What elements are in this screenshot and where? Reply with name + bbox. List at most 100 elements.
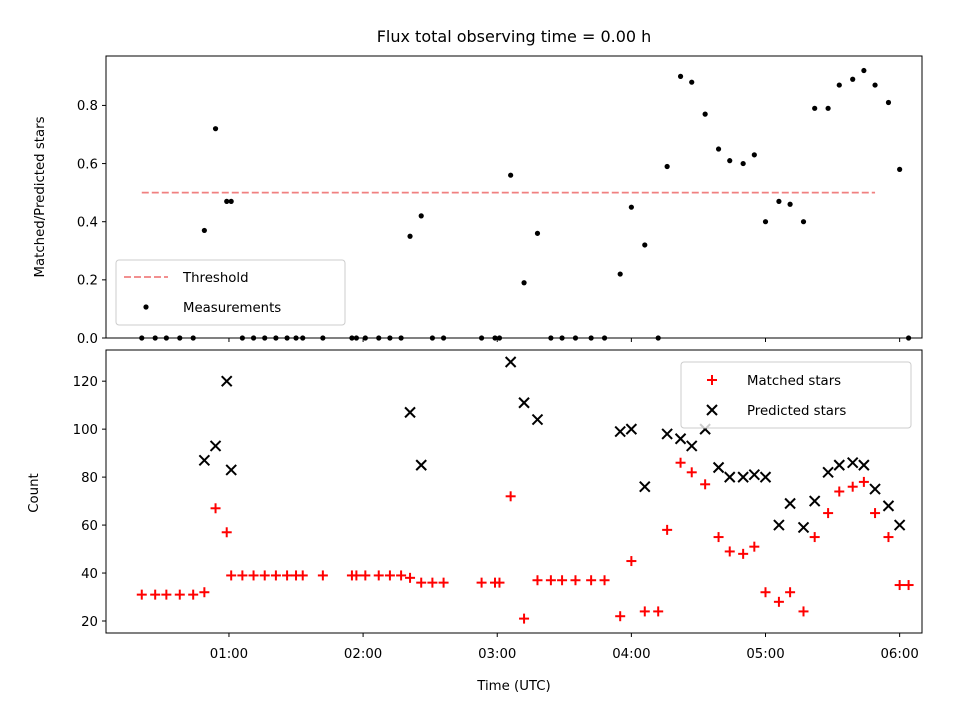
predicted-star-point xyxy=(712,461,725,474)
legend-matched-label: Matched stars xyxy=(747,374,841,389)
count-x-axis: 01:00 02:00 03:00 04:00 05:00 06:00 xyxy=(210,633,919,662)
matched-star-point xyxy=(773,596,784,607)
predicted-star-point xyxy=(893,519,906,531)
measurement-point xyxy=(418,213,424,219)
legend-measurements-swatch xyxy=(143,304,149,310)
matched-star-point xyxy=(823,508,834,519)
matched-star-point xyxy=(199,587,210,598)
measurement-point xyxy=(727,158,733,164)
count-x-axis-label: Time (UTC) xyxy=(476,679,551,694)
matched-star-point xyxy=(494,577,505,588)
predicted-star-point xyxy=(404,406,416,419)
predicted-star-point xyxy=(221,375,233,387)
measurement-point xyxy=(628,204,634,210)
x-tick-label: 02:00 xyxy=(344,647,382,662)
measurement-point xyxy=(508,172,514,178)
matched-star-point xyxy=(713,532,724,543)
legend-threshold-label: Threshold xyxy=(182,271,249,286)
measurement-point xyxy=(885,99,892,106)
count-plot-area xyxy=(136,356,914,624)
measurement-point xyxy=(897,166,903,172)
matched-star-point xyxy=(297,570,308,581)
matched-star-point xyxy=(903,580,914,591)
predicted-star-point xyxy=(724,471,736,483)
measurement-point xyxy=(228,198,234,204)
matched-star-point xyxy=(136,589,147,600)
matched-star-point xyxy=(396,570,407,581)
matched-star-point xyxy=(226,570,237,581)
matched-star-point xyxy=(847,481,858,492)
measurement-point xyxy=(787,201,793,207)
predicted-star-point xyxy=(748,469,761,481)
count-legend-box xyxy=(680,361,912,429)
x-tick-label: 04:00 xyxy=(612,647,650,662)
matched-star-point xyxy=(221,527,232,538)
matched-star-point xyxy=(427,577,438,588)
ratio-plot-area xyxy=(139,67,912,341)
matched-star-point xyxy=(161,589,172,600)
matched-star-point xyxy=(405,572,416,583)
predicted-star-point xyxy=(198,454,211,467)
matched-star-point xyxy=(210,503,221,514)
measurement-point xyxy=(800,219,807,225)
matched-star-point xyxy=(639,606,650,617)
matched-star-point xyxy=(700,479,711,490)
predicted-star-point xyxy=(504,356,517,368)
count-panel: 20 40 60 80 100 120 01:00 02:00 03:00 04:00 05:00… xyxy=(27,349,923,694)
measurement-point xyxy=(825,105,831,111)
matched-star-point xyxy=(557,575,568,586)
predicted-star-point xyxy=(773,519,785,531)
legend-predicted-label: Predicted stars xyxy=(747,404,846,419)
x-tick-label: 03:00 xyxy=(478,647,516,662)
predicted-star-point xyxy=(846,457,859,469)
y-tick-label: 0.4 xyxy=(77,216,98,231)
y-tick-label: 120 xyxy=(73,375,98,390)
matched-star-point xyxy=(798,606,809,617)
ratio-x-axis xyxy=(228,338,901,342)
matched-star-point xyxy=(749,541,760,552)
matched-star-point xyxy=(373,570,384,581)
matched-star-point xyxy=(883,532,894,543)
matched-star-point xyxy=(570,575,581,586)
ratio-legend-box xyxy=(115,259,346,326)
count-y-axis-label: Count xyxy=(27,473,42,513)
matched-star-point xyxy=(738,548,749,559)
matched-star-point xyxy=(532,575,543,586)
y-tick-label: 0.8 xyxy=(77,99,98,114)
matched-star-point xyxy=(653,606,664,617)
predicted-star-point xyxy=(639,480,651,493)
predicted-star-point xyxy=(614,425,626,438)
matched-star-point xyxy=(282,570,293,581)
measurement-point xyxy=(689,79,695,85)
ratio-legend: Threshold Measurements xyxy=(115,259,346,326)
measurement-point xyxy=(702,111,708,117)
matched-star-point xyxy=(317,570,328,581)
y-tick-label: 60 xyxy=(81,519,98,534)
matched-star-point xyxy=(870,508,881,519)
measurement-point xyxy=(212,126,219,132)
measurement-point xyxy=(201,227,207,234)
y-tick-label: 40 xyxy=(81,567,98,582)
y-tick-label: 0.6 xyxy=(77,157,98,172)
predicted-star-point xyxy=(661,428,673,440)
measurement-point xyxy=(872,82,878,88)
matched-star-point xyxy=(351,570,362,581)
y-tick-label: 20 xyxy=(81,615,98,630)
count-panel-frame xyxy=(105,349,923,634)
matched-star-point xyxy=(519,613,530,624)
count-legend: Matched stars Predicted stars xyxy=(680,361,912,429)
matched-star-point xyxy=(505,491,516,502)
matched-star-point xyxy=(259,570,270,581)
matched-star-point xyxy=(384,570,395,581)
measurement-point xyxy=(762,219,769,225)
predicted-star-point xyxy=(869,483,881,495)
predicted-star-point xyxy=(833,459,845,471)
measurement-point xyxy=(664,163,670,170)
predicted-star-point xyxy=(737,471,749,483)
measurement-point xyxy=(642,242,648,248)
measurement-point xyxy=(836,82,842,88)
matched-star-point xyxy=(416,577,427,588)
legend-measurements-label: Measurements xyxy=(183,301,281,316)
measurement-point xyxy=(534,230,541,236)
